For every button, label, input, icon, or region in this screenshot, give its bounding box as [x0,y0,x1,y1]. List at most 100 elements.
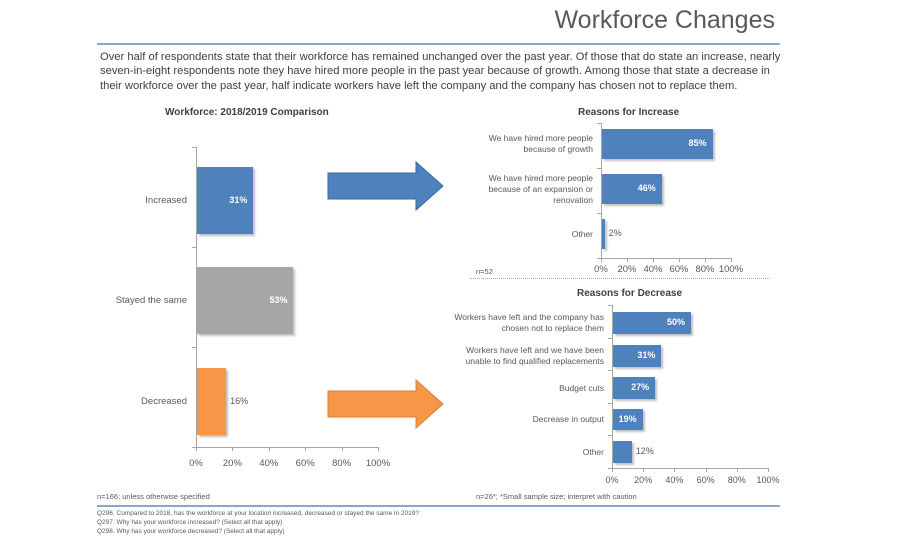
x-axis [196,447,378,448]
sample-note: n=166; unless otherwise specified [97,492,210,501]
category-label: Other [571,228,593,239]
y-tick-mark [597,258,601,259]
category-label: Other [582,446,604,457]
x-tick-label: 60% [696,475,715,485]
y-tick-mark [608,305,612,306]
x-tick-label: 100% [718,264,744,275]
y-tick-mark [608,402,612,404]
x-tick-label: 100% [365,458,391,469]
x-tick-mark [612,468,613,472]
y-tick-mark [192,147,196,148]
bar [613,441,632,463]
data-label: 31% [229,194,248,205]
y-tick-mark [192,247,196,248]
category-label: We have hired more people because of an … [488,172,593,205]
data-label: 50% [667,317,686,327]
question-q296: Q296. Compared to 2018, has the workforc… [97,510,419,517]
chart-title: Reasons for Increase [578,107,680,118]
x-tick-label: 0% [605,475,619,485]
category-label: Decreased [141,396,187,407]
x-tick-mark [674,468,676,472]
bar [197,267,294,334]
x-tick-label: 100% [756,475,780,485]
x-tick-label: 80% [727,475,746,485]
bar [602,129,713,159]
bar [613,345,662,367]
x-tick-mark [653,258,654,262]
y-tick-mark [192,447,196,448]
x-tick-label: 0% [189,458,203,469]
chart-title: Workforce: 2018/2019 Comparison [165,107,329,118]
x-tick-label: 60% [669,264,689,275]
bar [613,409,643,430]
x-tick-mark [768,468,769,472]
y-tick-mark [192,347,196,348]
sample-note-decrease: n=26*; *Small sample size; interpret wit… [476,492,637,501]
bar [197,368,227,435]
data-label: 85% [688,138,707,148]
x-tick-label: 80% [695,264,715,275]
divider [470,278,770,279]
x-tick-mark [627,258,628,262]
x-tick-label: 20% [222,458,242,469]
sample-note-increase: n=52 [476,267,493,276]
data-label: 12% [635,446,654,456]
x-tick-mark [341,447,343,451]
category-label: We have hired more people because of gro… [488,133,593,154]
data-label: 2% [608,228,622,238]
x-tick-label: 20% [634,475,653,485]
question-q298: Q298. Why has your workforce decreased? … [97,528,285,535]
question-q297: Q297. Why has your workforce increased? … [97,519,283,526]
category-label: Increased [145,195,187,206]
x-tick-mark [736,468,738,472]
data-label: 31% [637,350,656,360]
x-tick-mark [268,447,270,451]
x-tick-mark [305,447,307,451]
data-label: 16% [230,395,249,406]
x-tick-mark [378,447,379,451]
x-tick-mark [196,447,197,451]
category-label: Decrease in output [532,414,604,424]
bar [613,377,656,399]
x-tick-mark [643,468,645,472]
y-tick-mark [597,123,601,124]
y-tick-mark [597,168,601,169]
data-label: 46% [637,183,656,193]
y-tick-mark [608,370,612,372]
x-tick-mark [601,258,602,262]
category-label: Stayed the same [115,295,187,306]
y-axis [612,305,613,468]
y-axis [196,147,197,447]
x-axis [601,258,731,259]
x-tick-mark [679,258,680,262]
bar [197,167,254,234]
y-tick-mark [608,468,612,469]
title-divider [97,43,780,45]
x-tick-label: 0% [594,264,608,275]
decrease-arrow-icon [327,378,444,430]
x-tick-mark [705,258,706,262]
intro-text: Over half of respondents state that thei… [100,51,781,92]
bar [613,312,691,334]
x-axis [612,468,768,469]
x-tick-label: 60% [295,458,315,469]
category-label: Workers have left and the company has ch… [454,312,604,333]
page-title: Workforce Changes [554,6,775,34]
footer-divider [97,505,780,507]
bar [602,174,662,204]
x-tick-label: 20% [617,264,637,275]
y-axis [601,123,602,258]
chart-title: Reasons for Decrease [577,288,683,299]
y-tick-mark [608,435,612,437]
category-label: Workers have left and we have been unabl… [465,345,604,366]
x-tick-label: 40% [643,264,663,275]
y-tick-mark [608,337,612,339]
x-tick-mark [232,447,234,451]
x-tick-label: 40% [259,458,279,469]
x-tick-mark [731,258,732,262]
data-label: 53% [269,294,288,305]
bar [602,219,605,249]
y-tick-mark [597,213,601,214]
x-tick-mark [705,468,707,472]
